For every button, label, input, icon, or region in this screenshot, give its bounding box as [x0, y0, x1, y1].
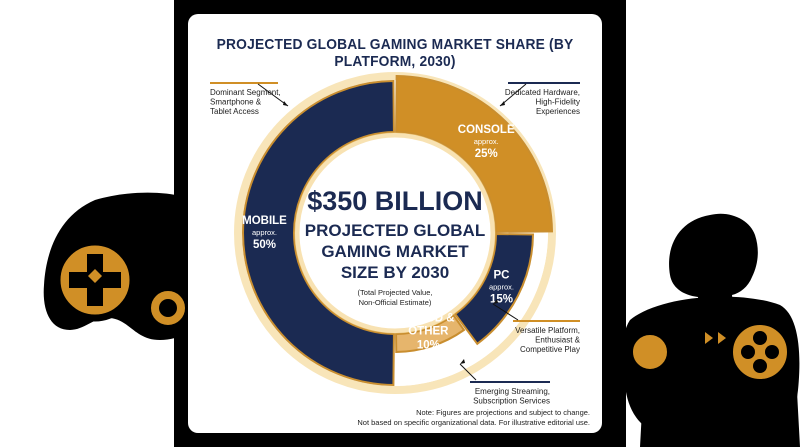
footnote-line-1: Note: Figures are projections and subjec…	[416, 408, 590, 417]
annotation-console-line-1: Dedicated Hardware,	[505, 88, 580, 97]
infographic-card: PROJECTED GLOBAL GAMING MARKET SHARE (BY…	[188, 14, 602, 433]
slice-mobile	[242, 79, 395, 387]
annotation-pc-arrowhead	[493, 299, 498, 304]
annotation-mobile-arrowhead	[283, 101, 288, 106]
label-cloud-other-name-2: OTHER	[408, 326, 449, 338]
chart-title: PROJECTED GLOBAL GAMING MARKET SHARE (BY…	[216, 36, 574, 70]
annotation-mobile-line-3: Tablet Access	[210, 107, 259, 116]
gamepad-left-icon	[43, 192, 216, 340]
slice-cloud-other	[395, 313, 466, 354]
label-mobile-name: MOBILE	[242, 215, 287, 227]
annotation-console-line-2: High-Fidelity	[536, 98, 580, 107]
annotation-pc-line-3: Competitive Play	[520, 345, 580, 354]
center-line-2: GAMING MARKET	[321, 242, 469, 261]
footnote-line-2: Not based on specific organizational dat…	[357, 417, 590, 427]
center-note-2: Non-Official Estimate)	[359, 298, 432, 307]
annotation-cloud-other-line-2: Subscription Services	[473, 397, 550, 406]
label-console-pct: 25%	[475, 148, 498, 160]
annotation-console-pointer	[499, 83, 527, 107]
annotation-cloud-other-line-1: Emerging Streaming,	[475, 387, 550, 396]
annotation-pc-line-1: Versatile Platform,	[515, 326, 580, 335]
label-console-name: CONSOLE	[458, 124, 515, 136]
annotation-cloud-other-arrowhead	[460, 359, 465, 364]
annotation-console-line-3: Experiences	[536, 107, 580, 116]
slice-console	[395, 74, 554, 233]
annotation-mobile-line-2: Smartphone &	[210, 98, 262, 107]
label-pc-pct: 15%	[490, 293, 513, 305]
annotation-console-arrowhead	[500, 101, 505, 106]
center-line-3: SIZE BY 2030	[341, 263, 449, 282]
annotation-cloud-other-pointer	[459, 363, 477, 381]
inner-glow	[294, 132, 496, 334]
label-mobile-approx: approx.	[252, 228, 277, 237]
annotation-mobile-pointer	[257, 83, 289, 107]
donut-glow	[234, 72, 556, 394]
label-pc-approx: approx.	[489, 282, 514, 291]
center-value: $350 BILLION	[307, 186, 483, 216]
footnote: Note: Figures are projections and subjec…	[357, 408, 590, 427]
annotation-mobile-line-1: Dominant Segment,	[210, 88, 281, 97]
annotation-pc-pointer	[492, 303, 519, 321]
label-cloud-other-name-1: CLOUD &	[402, 313, 454, 325]
label-mobile-pct: 50%	[253, 239, 276, 251]
slice-pc	[453, 233, 535, 346]
label-pc-name: PC	[493, 269, 509, 281]
label-console-approx: approx.	[474, 137, 499, 146]
gamepad-right-icon	[622, 296, 800, 440]
center-note-1: (Total Projected Value,	[358, 288, 433, 297]
annotation-pc-line-2: Enthusiast &	[535, 336, 581, 345]
center-line-1: PROJECTED GLOBAL	[305, 221, 485, 240]
label-cloud-other-pct: 10%	[417, 340, 440, 352]
